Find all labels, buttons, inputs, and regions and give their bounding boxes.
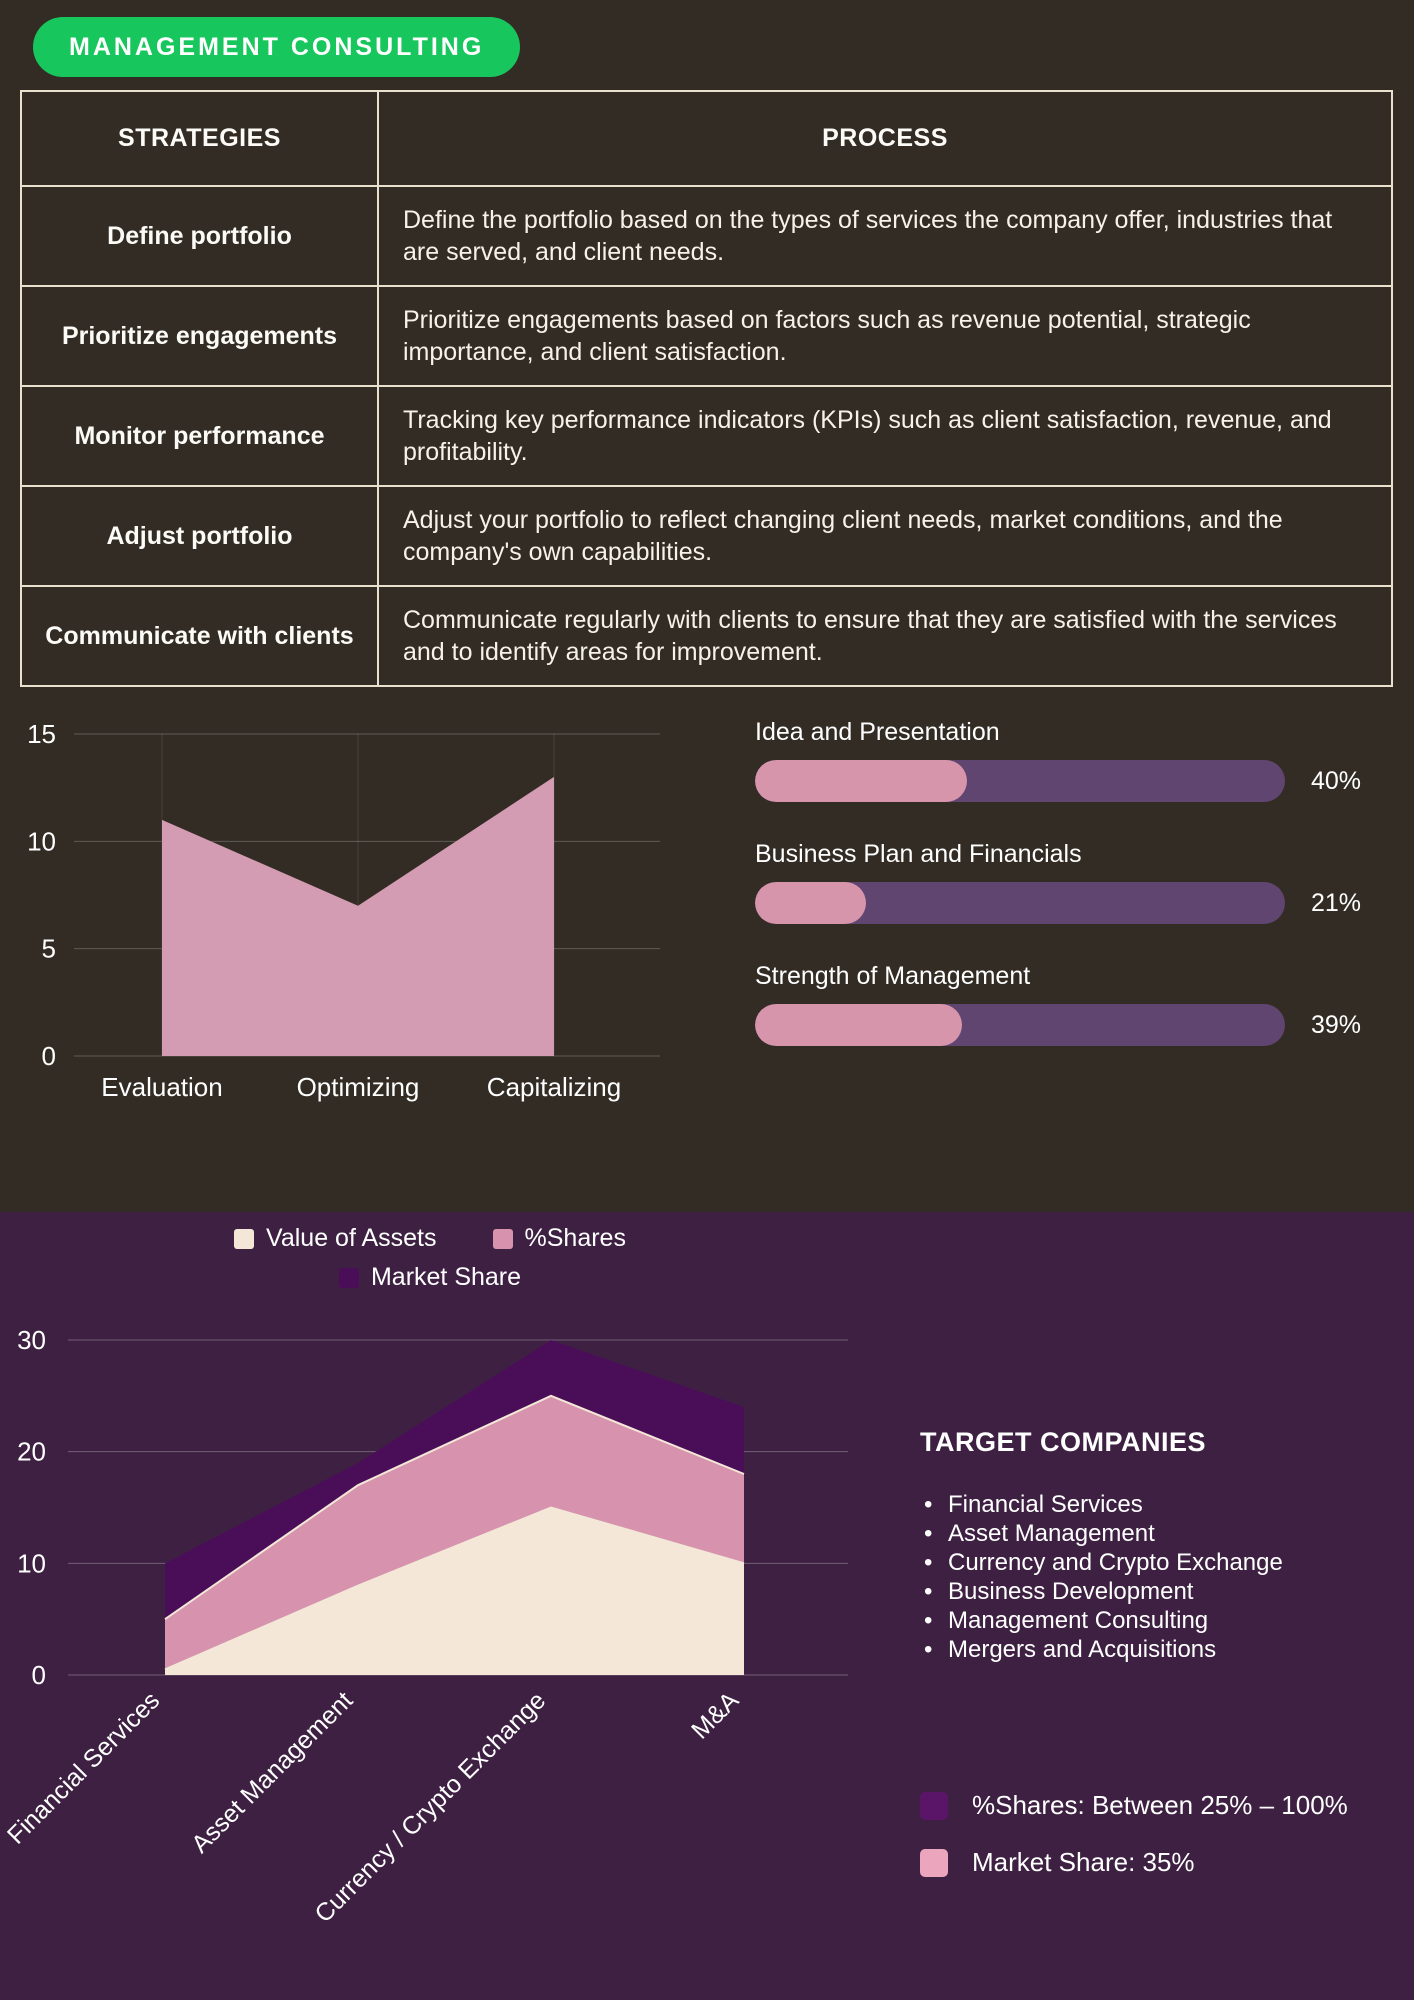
svg-text:10: 10 (17, 1548, 46, 1578)
progress-value: 40% (1311, 766, 1362, 795)
target-company-item: Financial Services (920, 1490, 1400, 1519)
progress-row: 21% (755, 882, 1410, 924)
progress-label: Strength of Management (755, 962, 1031, 990)
strategy-cell: Communicate with clients (20, 585, 379, 687)
legend-swatch (338, 1267, 359, 1288)
services-area-chart: 0 5 10 15 Evaluation Optimizing Capitalizing (27, 719, 660, 1102)
target-company-item: Asset Management (920, 1519, 1400, 1548)
column-header-strategies: STRATEGIES (20, 90, 379, 187)
svg-text:10: 10 (27, 826, 56, 856)
table-row: Communicate with clients Communicate reg… (20, 585, 1393, 687)
svg-text:Currency / Crypto Exchange: Currency / Crypto Exchange (309, 1686, 551, 1928)
target-company-item: Management Consulting (920, 1606, 1400, 1635)
progress-fill (755, 760, 967, 802)
progress-value: 39% (1311, 1010, 1362, 1039)
process-cell: Tracking key performance indicators (KPI… (377, 385, 1393, 487)
progress-item: Strength of Management 39% (755, 960, 1410, 1046)
legend-label: Market Share: 35% (972, 1847, 1195, 1877)
target-companies: TARGET COMPANIES Financial Services Asse… (920, 1427, 1400, 1664)
legend-label: Market Share (370, 1263, 522, 1291)
progress-row: 40% (755, 760, 1410, 802)
progress-track (755, 882, 1285, 924)
progress-label: Idea and Presentation (755, 718, 1000, 746)
svg-text:Capitalizing: Capitalizing (487, 1072, 621, 1102)
legend-swatch (234, 1228, 255, 1249)
svg-text:5: 5 (42, 934, 56, 964)
strategy-cell: Prioritize engagements (20, 285, 379, 387)
legend-item: Market Share (338, 1263, 522, 1292)
legend-item: Value of Assets (234, 1224, 437, 1253)
progress-track (755, 760, 1285, 802)
portfolio-area-chart: 0 10 20 30 Financial Services Asset Managemen… (2, 1325, 848, 1928)
legend-swatch (920, 1791, 948, 1820)
strategies-table: STRATEGIES PROCESS Define portfolio Defi… (20, 90, 1393, 687)
target-company-item: Business Development (920, 1577, 1400, 1606)
progress-label: Business Plan and Financials (755, 840, 1082, 868)
svg-text:Optimizing: Optimizing (297, 1072, 420, 1102)
target-companies-title: TARGET COMPANIES (920, 1427, 1207, 1457)
progress-track (755, 1004, 1285, 1046)
legend-swatch (920, 1848, 948, 1877)
svg-text:30: 30 (17, 1325, 46, 1355)
progress-fill (755, 1004, 962, 1046)
legend-label: Value of Assets (266, 1224, 437, 1252)
legend-item: %Shares (492, 1224, 626, 1253)
progress-item: Business Plan and Financials 21% (755, 838, 1410, 924)
svg-text:15: 15 (27, 719, 56, 749)
column-header-process: PROCESS (377, 90, 1393, 187)
svg-text:20: 20 (17, 1437, 46, 1467)
chart-legend: Value of Assets %Shares Market Share (150, 1224, 710, 1292)
table-row: Adjust portfolio Adjust your portfolio t… (20, 485, 1393, 587)
legend-item: %Shares: Between 25% – 100% (920, 1790, 1348, 1821)
legend-item: Market Share: 35% (920, 1847, 1348, 1878)
target-companies-list: Financial Services Asset Management Curr… (920, 1490, 1400, 1664)
progress-value: 21% (1311, 888, 1362, 917)
shares-legend: %Shares: Between 25% – 100% Market Share… (920, 1790, 1348, 1904)
table-row: Define portfolio Define the portfolio ba… (20, 185, 1393, 287)
legend-label: %Shares: Between 25% – 100% (972, 1790, 1348, 1820)
svg-text:0: 0 (42, 1041, 56, 1071)
target-company-item: Mergers and Acquisitions (920, 1635, 1400, 1664)
table-header-row: STRATEGIES PROCESS (20, 90, 1393, 187)
bottom-section: Value of Assets %Shares Market Share 0 10… (0, 1212, 1414, 2000)
progress-item: Idea and Presentation 40% (755, 716, 1410, 802)
progress-bars: Idea and Presentation 40% Business Plan … (755, 716, 1410, 1082)
section-badge: MANAGEMENT CONSULTING (33, 17, 521, 77)
process-cell: Define the portfolio based on the types … (377, 185, 1393, 287)
strategy-cell: Define portfolio (20, 185, 379, 287)
strategy-cell: Adjust portfolio (20, 485, 379, 587)
legend-label: %Shares (524, 1224, 626, 1252)
svg-text:Financial Services: Financial Services (2, 1686, 165, 1849)
process-cell: Prioritize engagements based on factors … (377, 285, 1393, 387)
svg-text:Evaluation: Evaluation (101, 1072, 222, 1102)
progress-row: 39% (755, 1004, 1410, 1046)
svg-text:M&A: M&A (686, 1686, 744, 1744)
svg-text:0: 0 (32, 1660, 46, 1690)
process-cell: Communicate regularly with clients to en… (377, 585, 1393, 687)
table-row: Monitor performance Tracking key perform… (20, 385, 1393, 487)
legend-swatch (492, 1228, 513, 1249)
process-cell: Adjust your portfolio to reflect changin… (377, 485, 1393, 587)
table-row: Prioritize engagements Prioritize engage… (20, 285, 1393, 387)
svg-text:Asset Management: Asset Management (186, 1686, 358, 1858)
progress-fill (755, 882, 867, 924)
target-company-item: Currency and Crypto Exchange (920, 1548, 1400, 1577)
strategy-cell: Monitor performance (20, 385, 379, 487)
